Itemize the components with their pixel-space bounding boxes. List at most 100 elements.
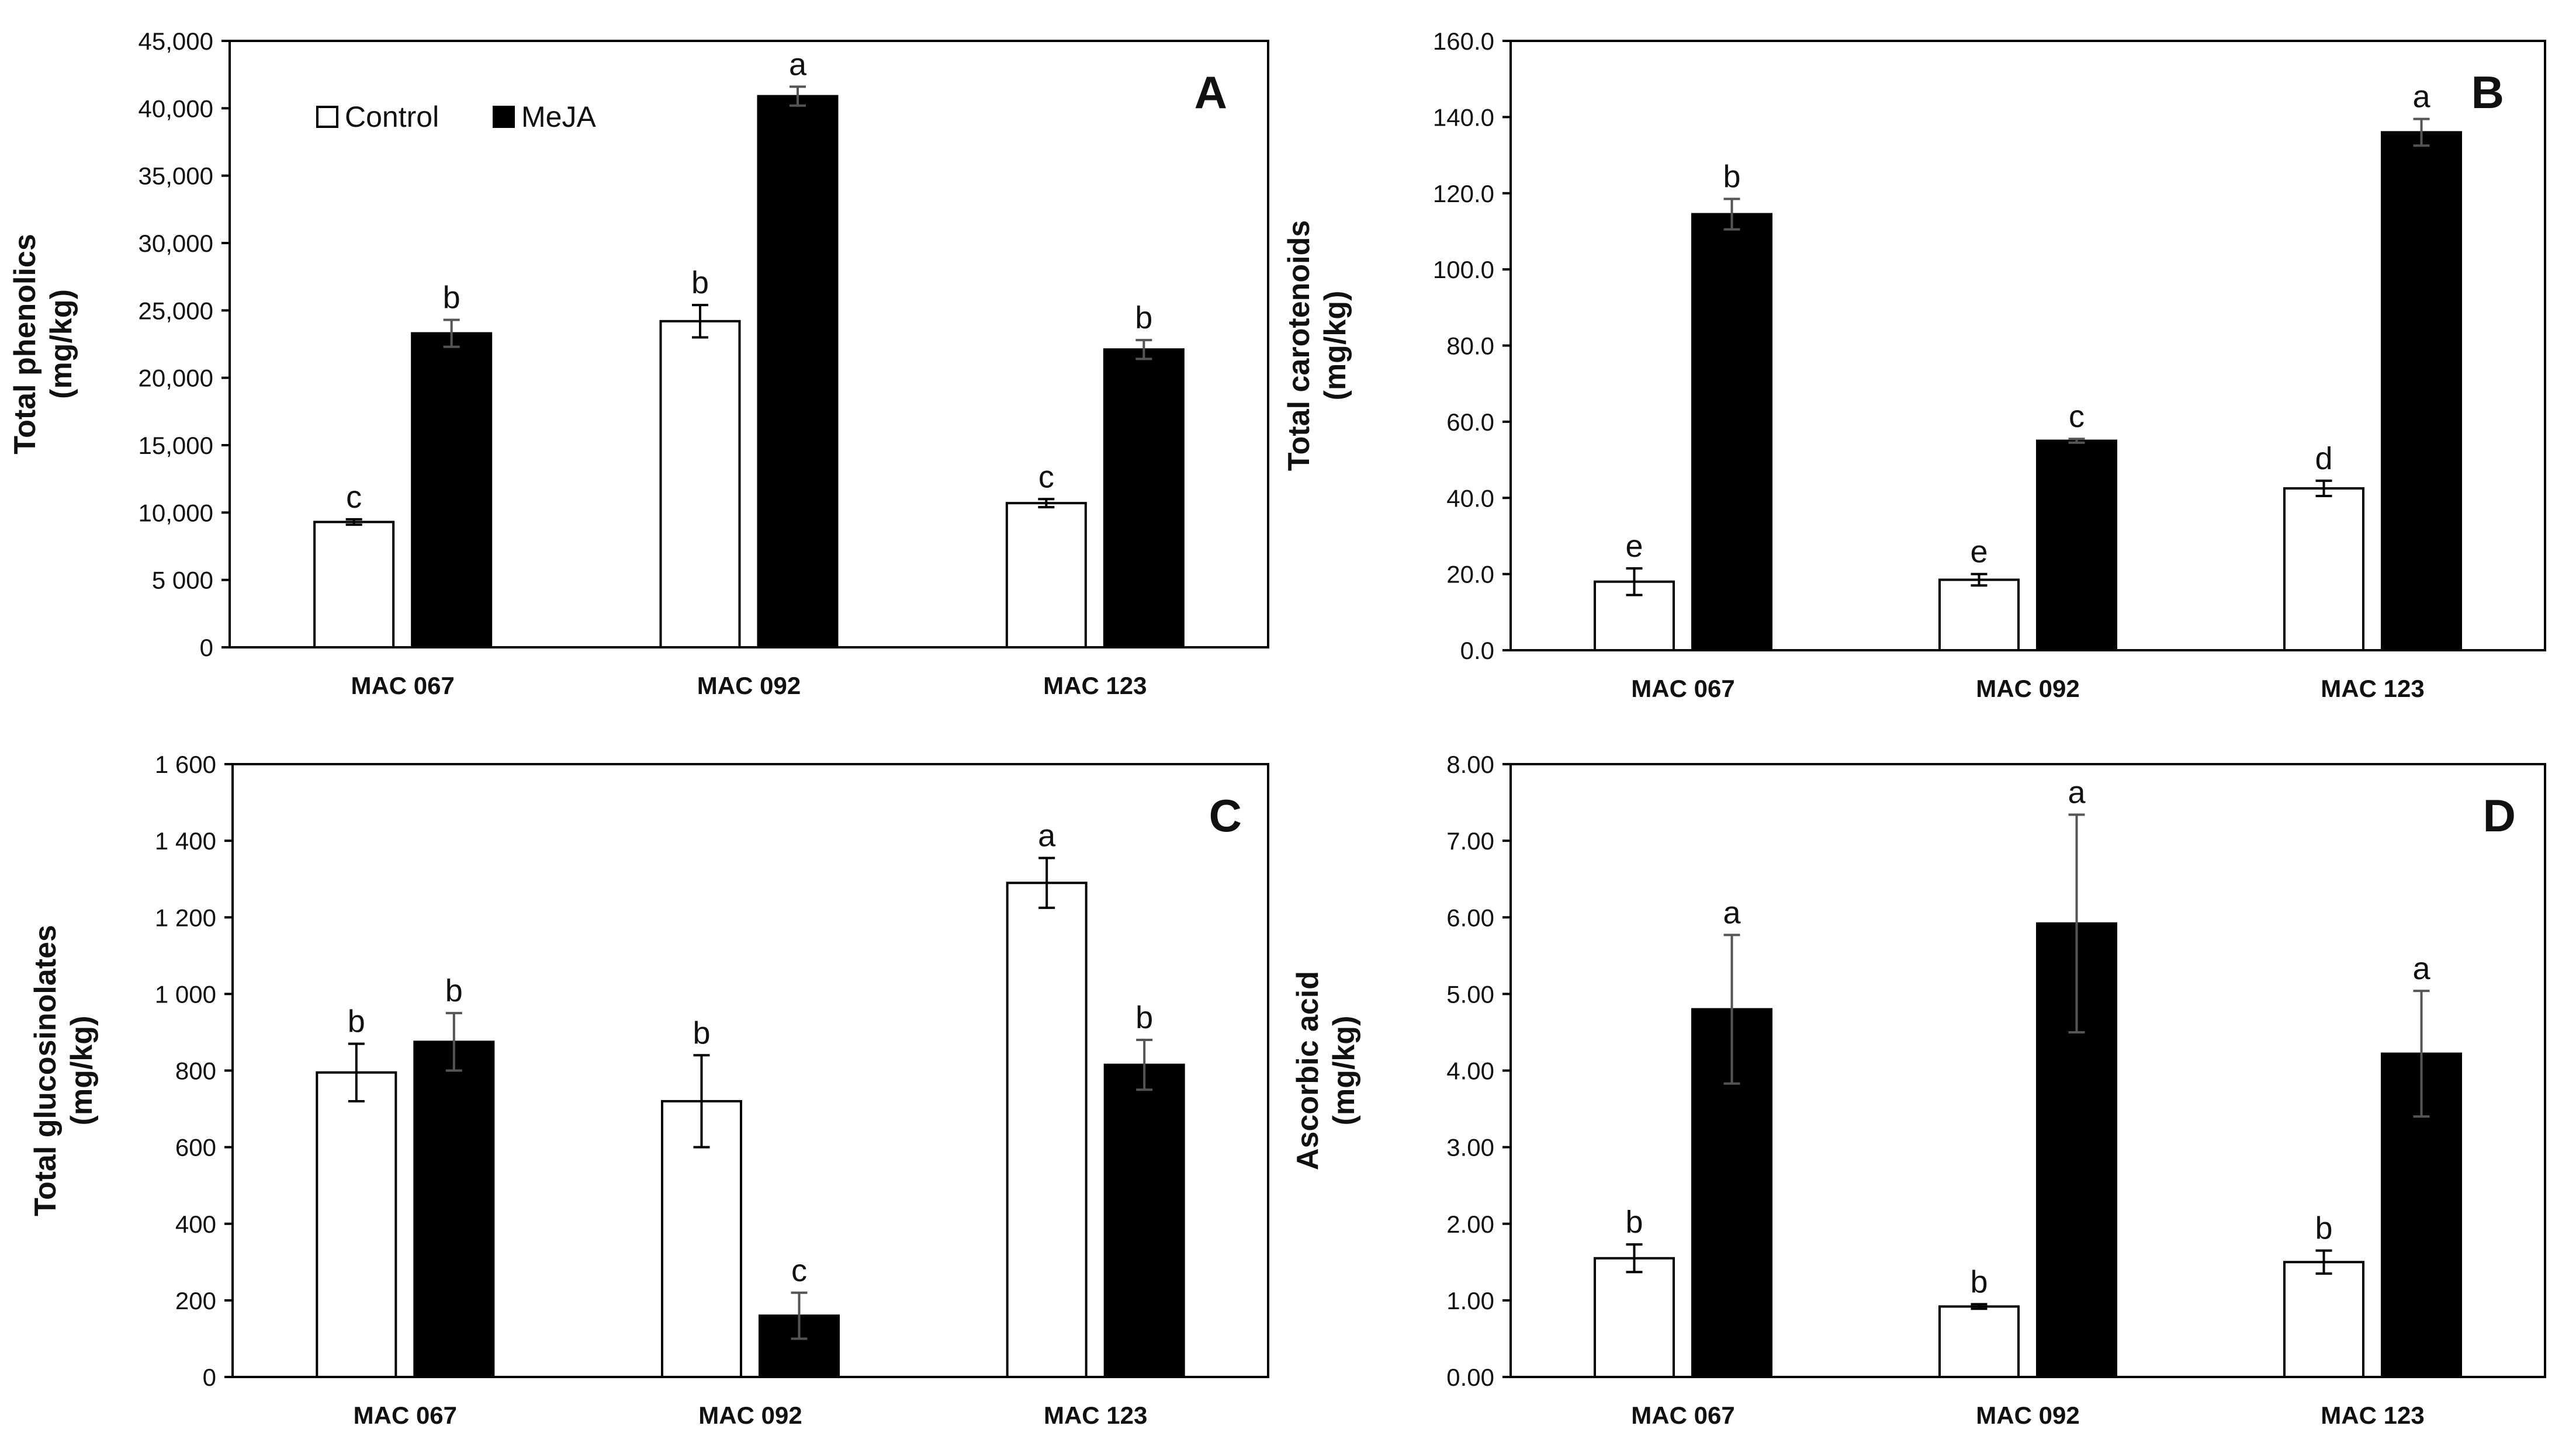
y-tick-label-d: 6.00: [1446, 904, 1494, 931]
panel-letter-a: A: [1194, 67, 1227, 118]
error-bar-control-b: [1626, 567, 1643, 596]
category-label-d: MAC 123: [2321, 1402, 2424, 1429]
significance-label-b: a: [2412, 79, 2430, 115]
y-tick-label-c: 400: [175, 1210, 216, 1238]
y-tick-label-a: 20,000: [139, 365, 213, 392]
y-tick-label-a: 35,000: [139, 162, 213, 190]
y-axis-title-line: (mg/kg): [1318, 291, 1352, 401]
error-bar-control-c: [1038, 856, 1055, 909]
legend-meja-label: MeJA: [521, 100, 596, 133]
significance-label-c: b: [348, 1004, 365, 1039]
error-bar-meja-d: [1723, 934, 1740, 1085]
y-axis-title-line: (mg/kg): [65, 1016, 99, 1126]
error-bar-meja-a: [443, 318, 460, 348]
significance-label-c: a: [1038, 818, 1056, 854]
significance-label-a: a: [789, 47, 807, 82]
error-bar-meja-b: [2413, 117, 2430, 147]
significance-label-d: a: [2412, 951, 2430, 986]
error-bar-control-a: [1038, 498, 1055, 509]
bar-meja-c: [1103, 1063, 1185, 1378]
category-label-c: MAC 067: [354, 1402, 457, 1429]
y-tick-label-c: 1 600: [155, 751, 216, 778]
y-tick-label-d: 5.00: [1446, 980, 1494, 1008]
error-bar-meja-a: [790, 85, 806, 107]
significance-label-d: b: [1970, 1264, 1988, 1299]
significance-label-b: c: [2069, 399, 2085, 434]
significance-label-c: b: [1135, 1000, 1153, 1035]
error-bar-control-a: [345, 518, 362, 526]
bar-control-d: [2283, 1261, 2364, 1378]
y-axis-title-line: Total glucosinolates: [29, 925, 63, 1216]
y-tick-label-d: 2.00: [1446, 1210, 1494, 1238]
y-tick-label-c: 0: [203, 1364, 216, 1391]
y-axis-title-c: Total glucosinolates(mg/kg): [29, 925, 99, 1216]
significance-label-d: a: [2068, 775, 2086, 810]
y-tick-label-d: 1.00: [1446, 1287, 1494, 1314]
y-axis-title-line: Total phenolics: [8, 234, 42, 455]
y-tick-label-b: 0.0: [1460, 637, 1494, 664]
bar-control-a: [313, 521, 395, 648]
category-label-c: MAC 123: [1044, 1402, 1147, 1429]
bar-meja-b: [2036, 439, 2117, 651]
error-bar-meja-d: [2413, 990, 2430, 1118]
significance-label-a: c: [1038, 459, 1054, 494]
y-axis-title-line: (mg/kg): [44, 289, 78, 399]
error-bar-meja-c: [791, 1291, 808, 1340]
panel-letter-d: D: [2483, 790, 2516, 841]
category-label-b: MAC 067: [1631, 675, 1734, 702]
significance-label-a: b: [691, 265, 709, 300]
plot-frame-a: [228, 40, 1269, 648]
error-bar-meja-d: [2068, 813, 2085, 1033]
y-tick-label-a: 25,000: [139, 297, 213, 324]
category-label-d: MAC 092: [1976, 1402, 2079, 1429]
chart-panel-d: 0.00 1.00 2.00 3.00 4.00 5.00 6.00 7.00 8.00 Asco…: [1291, 751, 2546, 1429]
y-tick-label-b: 20.0: [1446, 561, 1494, 588]
bar-control-b: [1938, 578, 2020, 652]
y-axis-title-b: Total carotenoids(mg/kg): [1282, 220, 1352, 471]
significance-label-b: e: [1625, 529, 1643, 564]
significance-label-c: b: [445, 973, 463, 1008]
bar-control-b: [2283, 487, 2364, 651]
y-tick-label-b: 40.0: [1446, 484, 1494, 512]
chart-panel-c: 0 200 400 600 800 1 000 1 200 1 400 1 600 Total g…: [29, 751, 1269, 1429]
significance-label-b: b: [1723, 159, 1740, 195]
legend-control-label: Control: [345, 100, 439, 133]
category-label-a: MAC 092: [697, 672, 801, 699]
bar-control-c: [316, 1071, 397, 1378]
y-tick-label-c: 200: [175, 1287, 216, 1314]
bar-meja-c: [413, 1040, 495, 1378]
error-bar-meja-b: [1723, 197, 1740, 231]
y-tick-label-a: 5 000: [152, 567, 213, 594]
y-tick-label-d: 7.00: [1446, 827, 1494, 855]
bar-meja-a: [1103, 348, 1185, 649]
y-tick-label-a: 40,000: [139, 95, 213, 122]
y-tick-label-b: 120.0: [1433, 180, 1494, 207]
bar-control-d: [1594, 1257, 1675, 1379]
panel-letter-c: C: [1209, 790, 1242, 841]
y-tick-label-c: 1 200: [155, 904, 216, 931]
bar-control-a: [659, 320, 741, 648]
error-bar-meja-a: [1135, 339, 1152, 360]
category-label-d: MAC 067: [1631, 1402, 1734, 1429]
error-bar-control-b: [1971, 573, 1988, 587]
chart-panel-b: 0.0 20.0 40.0 60.0 80.0 100.0 120.0 140.0 160.0 T…: [1282, 27, 2546, 702]
significance-label-a: b: [1135, 300, 1152, 335]
bar-control-c: [1006, 882, 1088, 1378]
chart-panel-a: 0 5 000 10,000 15,000 20,000 25,000 30,000 35,0…: [8, 27, 1269, 699]
significance-label-b: d: [2315, 441, 2332, 476]
y-tick-label-c: 1 400: [155, 827, 216, 855]
significance-label-a: b: [443, 280, 461, 315]
category-label-a: MAC 123: [1043, 672, 1147, 699]
significance-label-d: b: [2315, 1211, 2332, 1246]
y-tick-label-a: 15,000: [139, 432, 213, 459]
y-tick-label-d: 8.00: [1446, 751, 1494, 778]
error-bar-control-d: [2315, 1249, 2332, 1275]
y-tick-label-a: 30,000: [139, 230, 213, 257]
y-tick-label-c: 800: [175, 1057, 216, 1085]
y-axis-title-a: Total phenolics(mg/kg): [8, 234, 78, 455]
category-label-a: MAC 067: [351, 672, 454, 699]
legend-control-swatch: [316, 106, 338, 128]
significance-label-b: e: [1970, 535, 1988, 570]
panel-letter-b: B: [2471, 67, 2504, 118]
